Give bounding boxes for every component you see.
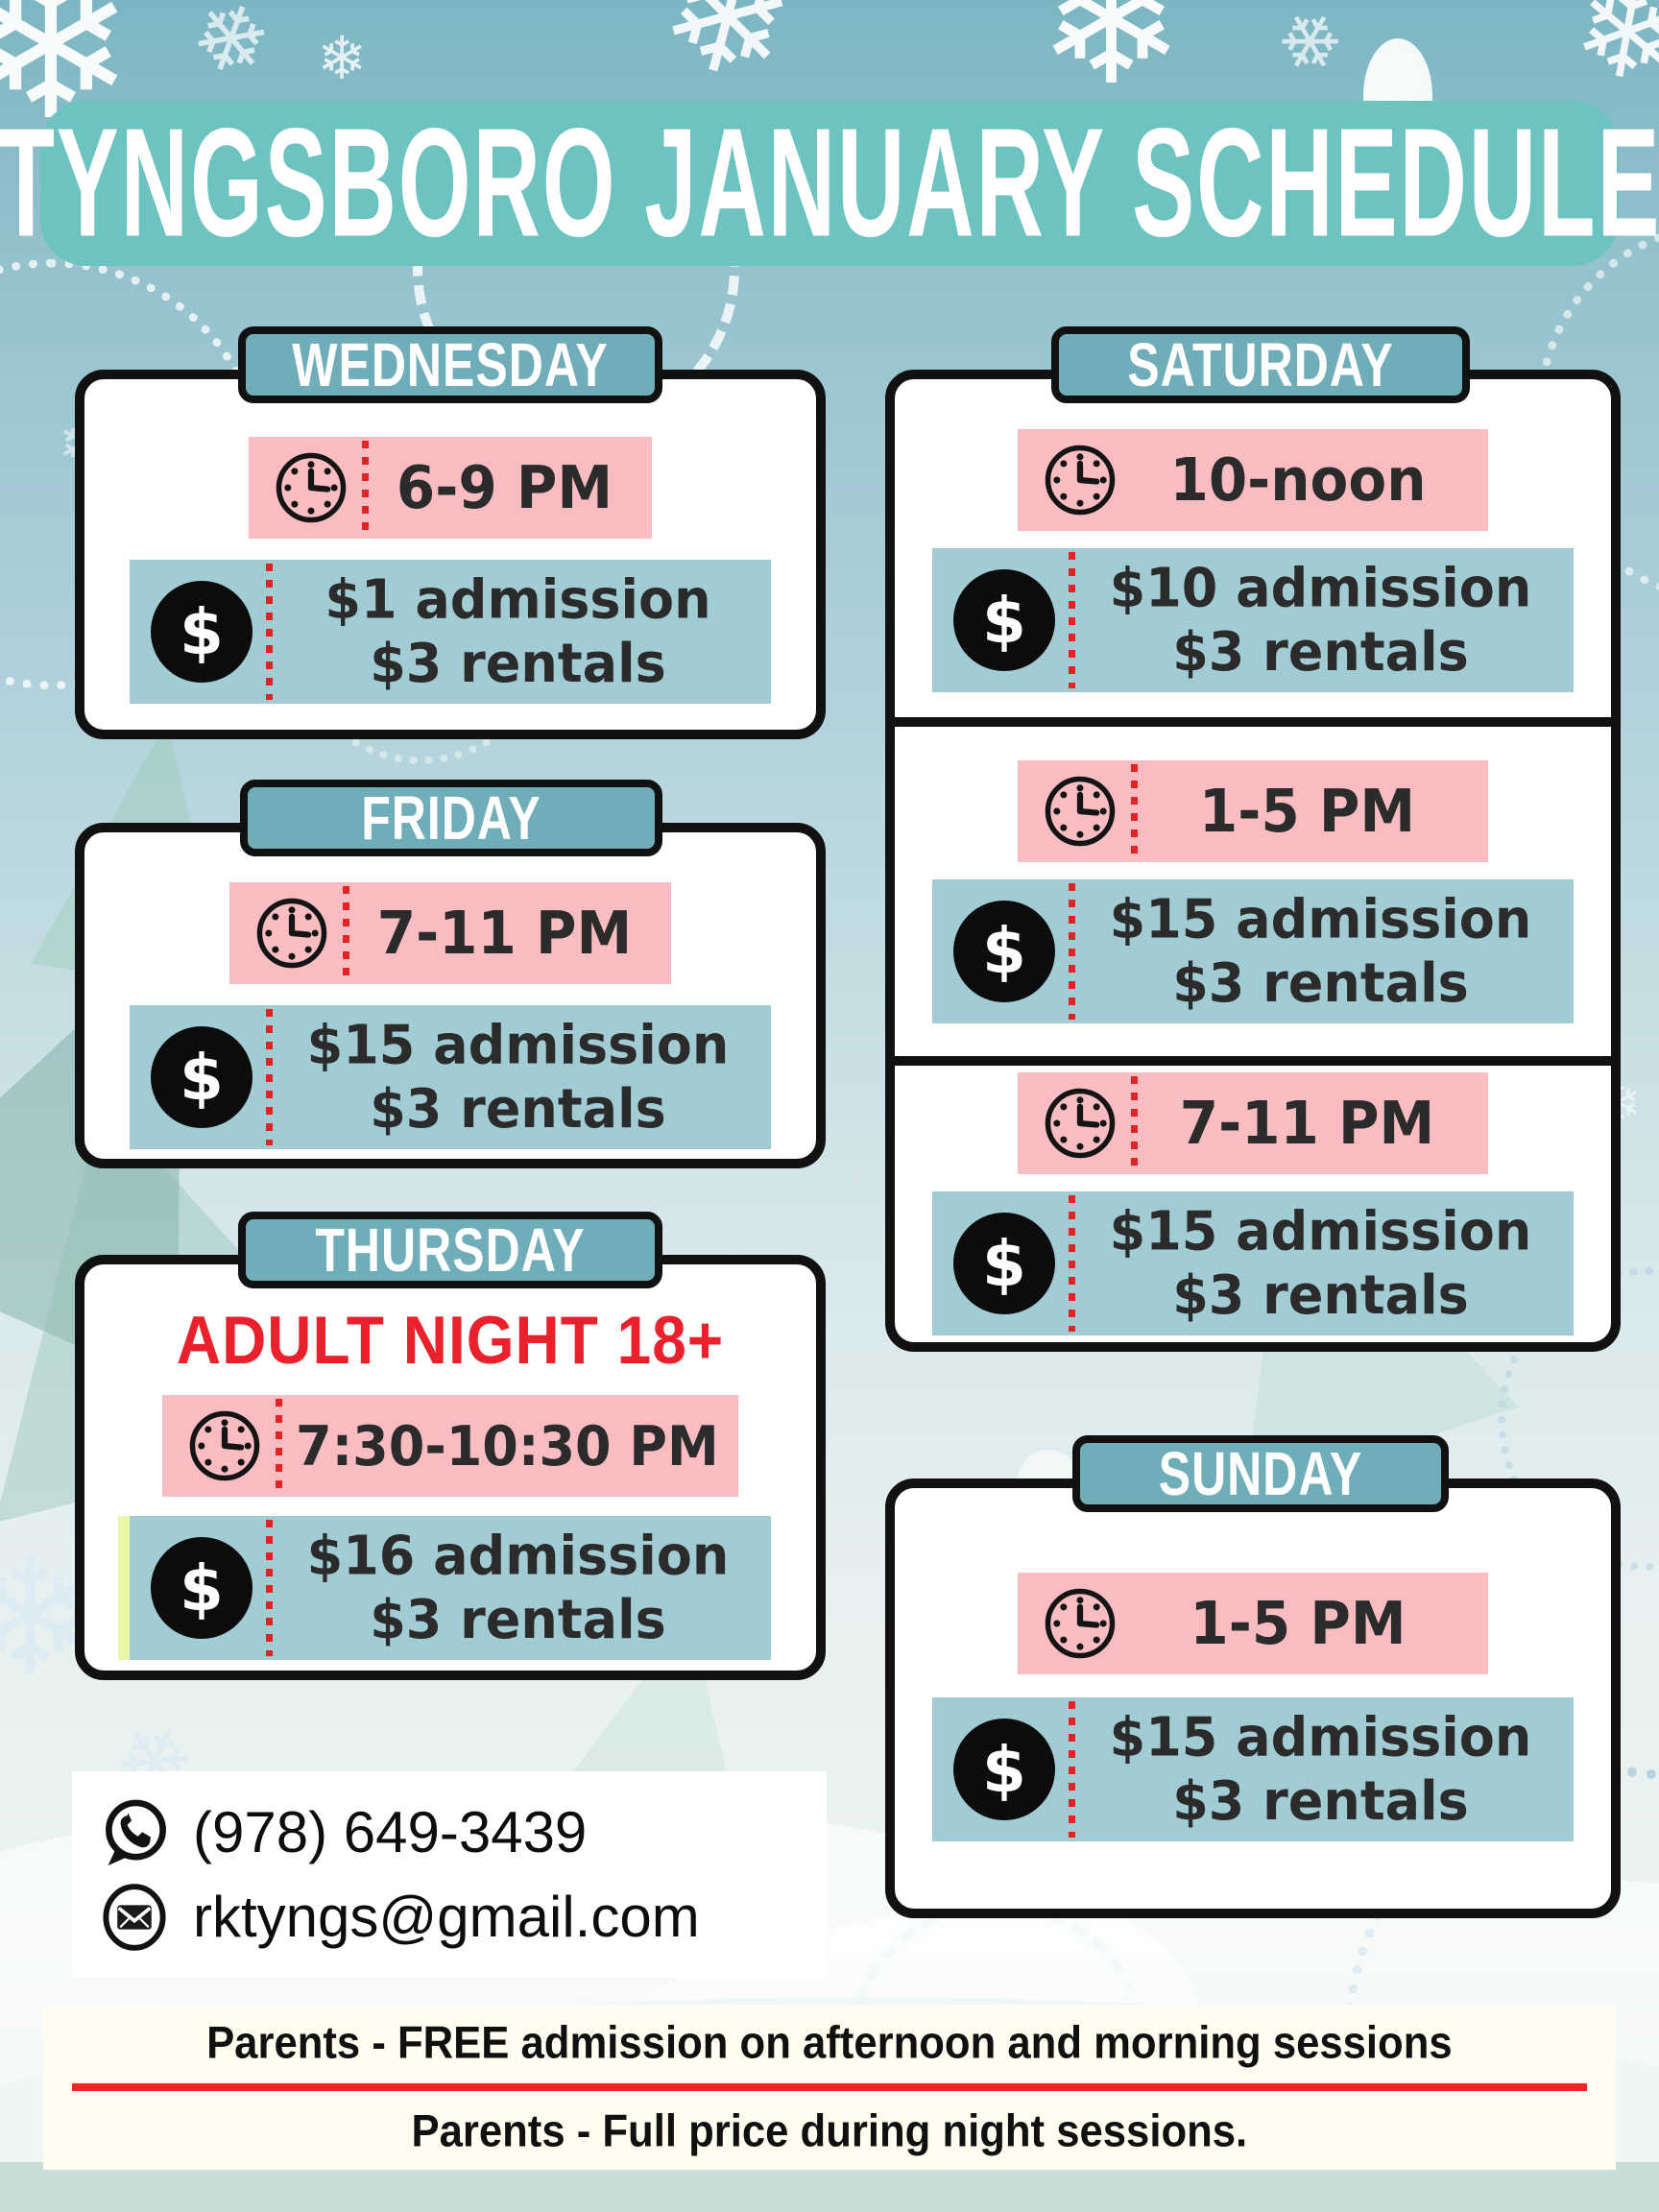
dollar-icon: $ <box>151 1537 252 1639</box>
session-price-row: $ $15 admission $3 rentals <box>130 1005 771 1149</box>
time-separator <box>343 886 349 980</box>
admission-price: $15 admission <box>1109 887 1532 950</box>
card-sunday: 1-5 PM $ $15 admission $3 rentals <box>885 1479 1621 1918</box>
page-title-banner: TYNGSBORO JANUARY SCHEDULE <box>0 97 1659 269</box>
card-thursday: ADULT NIGHT 18+ 7:30-10:30 PM <box>75 1255 826 1680</box>
clock-icon <box>256 898 327 969</box>
day-header-saturday: SATURDAY <box>1051 326 1470 403</box>
rental-price: $3 rentals <box>1172 620 1469 684</box>
price-separator <box>266 1520 273 1656</box>
time-separator <box>276 1399 282 1493</box>
session-price-row: $ $1 admission $3 rentals <box>130 560 771 704</box>
price-separator <box>266 1009 273 1145</box>
footer-line-1: Parents - FREE admission on afternoon an… <box>206 2016 1453 2069</box>
price-separator <box>266 564 273 700</box>
day-header-label: WEDNESDAY <box>292 330 609 399</box>
email-icon <box>103 1883 166 1951</box>
card-friday: 7-11 PM $ $15 admission $3 rentals <box>75 823 826 1168</box>
rental-price: $3 rentals <box>370 1588 666 1651</box>
dollar-icon: $ <box>953 569 1055 671</box>
price-separator <box>1069 1701 1075 1838</box>
phone-number: (978) 649-3439 <box>193 1800 588 1864</box>
session-time-row: 6-9 PM <box>249 437 652 539</box>
footer-line-2: Parents - Full price during night sessio… <box>411 2104 1248 2157</box>
session-time: 6-9 PM <box>396 452 613 523</box>
rental-price: $3 rentals <box>1172 950 1469 1015</box>
dollar-icon: $ <box>151 1026 252 1128</box>
admission-price: $10 admission <box>1109 556 1532 620</box>
saturday-session-night: 7-11 PM $ $15 admission $3 rentals <box>895 1066 1611 1342</box>
clock-icon <box>1045 1088 1116 1159</box>
email-address: rktyngs@gmail.com <box>193 1885 700 1949</box>
whatsapp-icon <box>106 1799 166 1865</box>
session-time-row: 1-5 PM <box>1018 759 1488 862</box>
dollar-icon: $ <box>953 1719 1055 1820</box>
dollar-icon: $ <box>953 1213 1055 1314</box>
footer-banner: Parents - FREE admission on afternoon an… <box>43 2005 1616 2170</box>
day-header-label: SATURDAY <box>1127 330 1394 399</box>
session-price-row: $ $16 admission $3 rentals <box>118 1516 771 1660</box>
session-time: 7-11 PM <box>1179 1088 1435 1159</box>
session-time: 1-5 PM <box>1190 1588 1407 1659</box>
session-time: 7-11 PM <box>376 898 633 969</box>
admission-price: $15 admission <box>1109 1199 1532 1263</box>
session-price-row: $ $15 admission $3 rentals <box>932 1191 1574 1335</box>
adult-night-note: ADULT NIGHT 18+ <box>176 1302 725 1379</box>
price-separator <box>1069 552 1075 688</box>
session-time-row: 1-5 PM <box>1018 1573 1488 1674</box>
price-separator <box>1069 882 1075 1020</box>
contact-phone-row: (978) 649-3439 <box>99 1797 827 1868</box>
session-price-row: $ $15 admission $3 rentals <box>932 878 1574 1023</box>
card-wednesday: 6-9 PM $ $1 admission $3 rentals <box>75 370 826 739</box>
clock-icon <box>1045 1588 1116 1659</box>
session-time: 7:30-10:30 PM <box>296 1413 719 1479</box>
day-header-friday: FRIDAY <box>240 780 662 856</box>
time-separator <box>362 441 369 535</box>
session-time: 10-noon <box>1169 445 1427 516</box>
day-header-thursday: THURSDAY <box>238 1212 662 1288</box>
admission-price: $15 admission <box>306 1013 730 1077</box>
clock-icon <box>276 452 347 523</box>
clock-icon <box>189 1410 260 1481</box>
session-time-row: 7:30-10:30 PM <box>162 1395 738 1497</box>
day-header-sunday: SUNDAY <box>1072 1435 1449 1512</box>
session-time: 1-5 PM <box>1198 776 1416 846</box>
price-separator <box>1069 1195 1075 1332</box>
time-separator <box>1131 1076 1138 1170</box>
saturday-session-afternoon: 1-5 PM $ $15 admission $3 rentals <box>895 727 1611 1066</box>
footer-divider <box>72 2083 1587 2091</box>
rental-price: $3 rentals <box>370 1077 666 1141</box>
contact-email-row: rktyngs@gmail.com <box>99 1882 827 1953</box>
card-saturday: 10-noon $ $10 admission $3 rentals <box>885 370 1621 1352</box>
page-title: TYNGSBORO JANUARY SCHEDULE <box>0 96 1659 269</box>
rental-price: $3 rentals <box>370 632 666 695</box>
admission-price: $16 admission <box>306 1524 730 1588</box>
session-time-row: 7-11 PM <box>1018 1072 1488 1174</box>
session-price-row: $ $15 admission $3 rentals <box>932 1697 1574 1841</box>
rental-price: $3 rentals <box>1172 1769 1469 1833</box>
session-time-row: 7-11 PM <box>229 882 671 984</box>
dollar-icon: $ <box>953 900 1055 1002</box>
session-price-row: $ $10 admission $3 rentals <box>932 548 1574 692</box>
day-header-wednesday: WEDNESDAY <box>238 326 662 403</box>
admission-price: $15 admission <box>1109 1705 1532 1769</box>
admission-price: $1 admission <box>325 567 711 632</box>
contact-card: (978) 649-3439 rktyngs@gmail.com <box>72 1771 827 1978</box>
day-header-label: SUNDAY <box>1158 1439 1363 1508</box>
clock-icon <box>1045 445 1116 516</box>
day-header-label: THURSDAY <box>315 1215 586 1285</box>
session-time-row: 10-noon <box>1018 429 1488 531</box>
highlight-sliver <box>118 1516 130 1660</box>
rental-price: $3 rentals <box>1172 1263 1469 1327</box>
day-header-label: FRIDAY <box>361 783 541 853</box>
time-separator <box>1131 763 1138 858</box>
dollar-icon: $ <box>151 581 252 683</box>
saturday-session-morning: 10-noon $ $10 admission $3 rentals <box>895 379 1611 727</box>
clock-icon <box>1045 776 1116 846</box>
